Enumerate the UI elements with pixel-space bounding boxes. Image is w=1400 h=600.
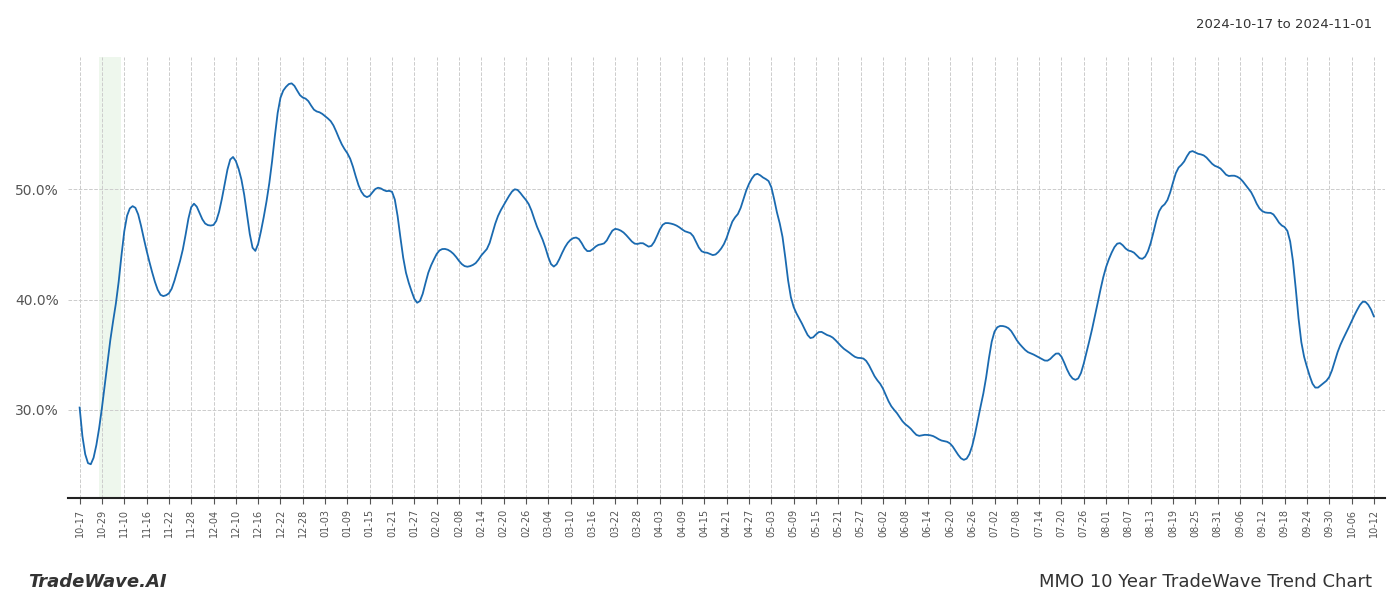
- Text: TradeWave.AI: TradeWave.AI: [28, 573, 167, 591]
- Text: MMO 10 Year TradeWave Trend Chart: MMO 10 Year TradeWave Trend Chart: [1039, 573, 1372, 591]
- Text: 2024-10-17 to 2024-11-01: 2024-10-17 to 2024-11-01: [1196, 18, 1372, 31]
- Bar: [98, 57, 120, 498]
